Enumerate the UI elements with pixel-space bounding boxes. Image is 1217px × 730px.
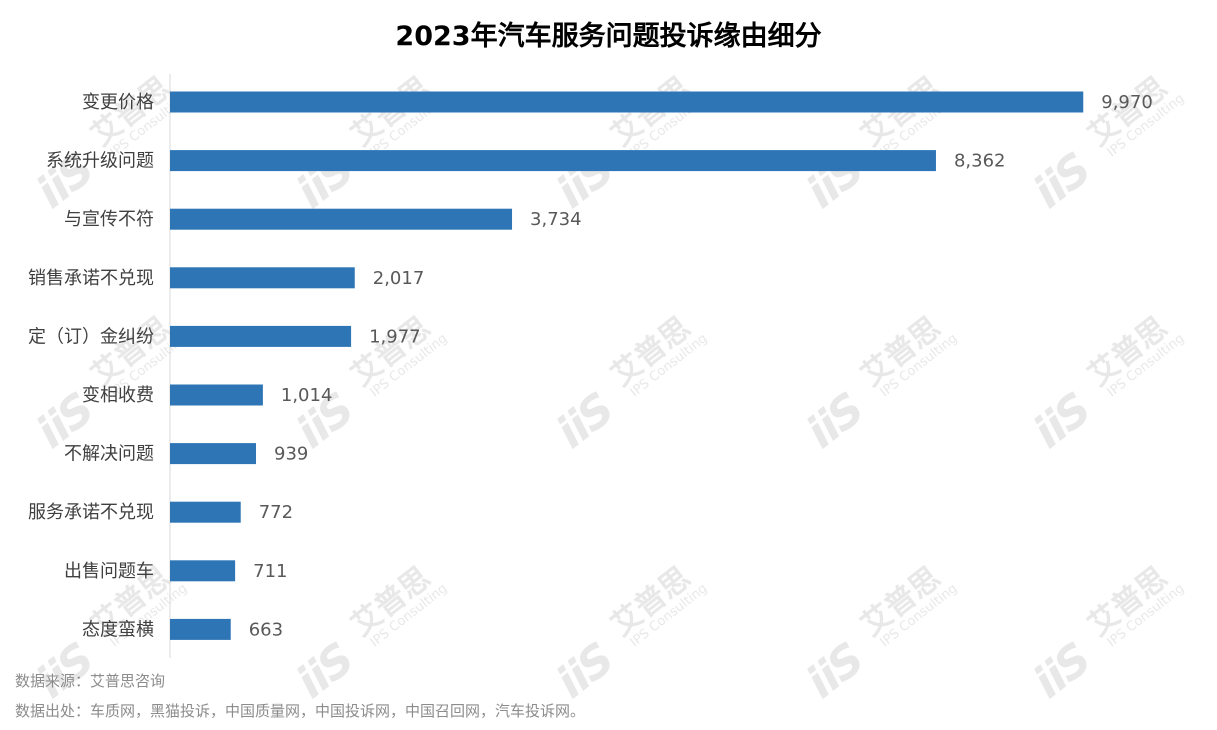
value-label: 663 <box>249 619 283 640</box>
category-label: 变更价格 <box>82 92 154 113</box>
category-label: 服务承诺不兑现 <box>28 502 154 523</box>
category-label: 出售问题车 <box>64 561 154 582</box>
value-label: 939 <box>274 444 308 465</box>
bar <box>170 560 236 582</box>
value-label: 2,017 <box>373 268 425 289</box>
bar <box>170 618 231 640</box>
bar <box>170 208 513 230</box>
bar <box>170 325 352 347</box>
category-label: 销售承诺不兑现 <box>28 268 154 289</box>
value-label: 711 <box>253 561 287 582</box>
category-label: 不解决问题 <box>64 444 154 465</box>
category-label: 定（订）金纠纷 <box>28 326 154 347</box>
bar <box>170 91 1084 113</box>
category-label: 变相收费 <box>82 385 154 406</box>
data-source-note: 数据来源：艾普思咨询 <box>15 672 166 690</box>
bar <box>170 501 241 523</box>
category-label: 与宣传不符 <box>64 209 154 230</box>
value-label: 1,014 <box>281 385 333 406</box>
value-label: 3,734 <box>530 209 582 230</box>
value-label: 1,977 <box>369 326 421 347</box>
value-label: 8,362 <box>954 151 1006 172</box>
bar <box>170 150 936 172</box>
data-origin-note: 数据出处：车质网，黑猫投诉，中国质量网，中国投诉网，中国召回网，汽车投诉网。 <box>15 702 586 720</box>
bar <box>170 443 257 465</box>
category-label: 系统升级问题 <box>46 151 154 172</box>
category-label: 态度蛮横 <box>82 619 154 640</box>
value-label: 9,970 <box>1101 92 1153 113</box>
bar <box>170 267 355 289</box>
chart-title: 2023年汽车服务问题投诉缘由细分 <box>395 21 822 52</box>
bar <box>170 384 263 406</box>
value-label: 772 <box>259 502 293 523</box>
